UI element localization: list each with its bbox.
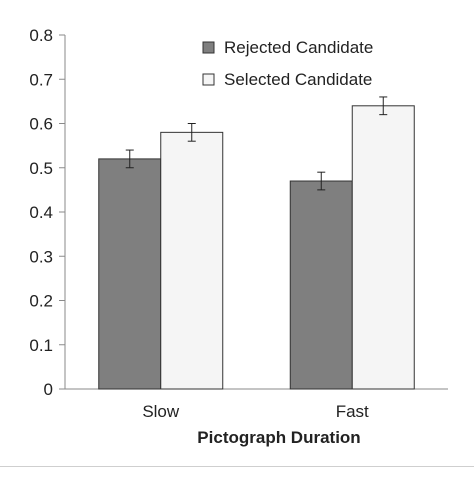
y-tick-label: 0.3 (29, 247, 53, 266)
y-tick-label: 0.8 (29, 26, 53, 45)
legend-label: Selected Candidate (224, 70, 372, 89)
y-tick-label: 0.2 (29, 292, 53, 311)
bottom-divider (0, 466, 474, 467)
category-labels: Slow Fast (142, 402, 369, 421)
bar (160, 131, 224, 390)
y-tick-label: 0.1 (29, 336, 53, 355)
y-tick-label: 0 (44, 380, 53, 399)
x-axis-label: Pictograph Duration (197, 428, 360, 447)
y-tick-label: 0.5 (29, 159, 53, 178)
y-tick-label: 0.7 (29, 70, 53, 89)
category-label: Fast (336, 402, 369, 421)
bar (98, 158, 162, 390)
y-tick-label: 0.4 (29, 203, 53, 222)
y-axis: 0 0.1 0.2 0.3 0.4 0.5 0.6 0.7 0.8 (29, 26, 66, 399)
bar (289, 180, 353, 390)
bar (351, 105, 415, 390)
legend-label: Rejected Candidate (224, 38, 373, 57)
error-bars (125, 96, 388, 191)
y-tick-label: 0.6 (29, 115, 53, 134)
legend-swatch (202, 73, 215, 86)
legend: Rejected Candidate Selected Candidate (202, 38, 373, 89)
legend-swatch (202, 41, 215, 54)
category-label: Slow (142, 402, 180, 421)
bars (98, 105, 415, 390)
